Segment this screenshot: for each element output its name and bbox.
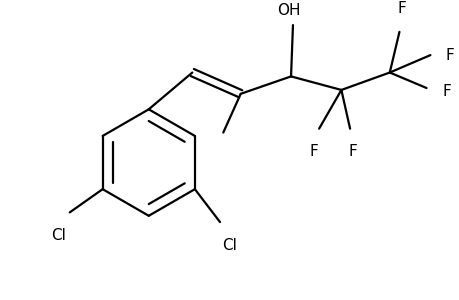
Text: F: F — [441, 84, 450, 99]
Text: OH: OH — [277, 3, 300, 18]
Text: F: F — [445, 48, 453, 63]
Text: F: F — [309, 144, 318, 159]
Text: Cl: Cl — [50, 228, 66, 243]
Text: F: F — [348, 144, 357, 159]
Text: F: F — [396, 2, 405, 16]
Text: Cl: Cl — [222, 238, 237, 253]
